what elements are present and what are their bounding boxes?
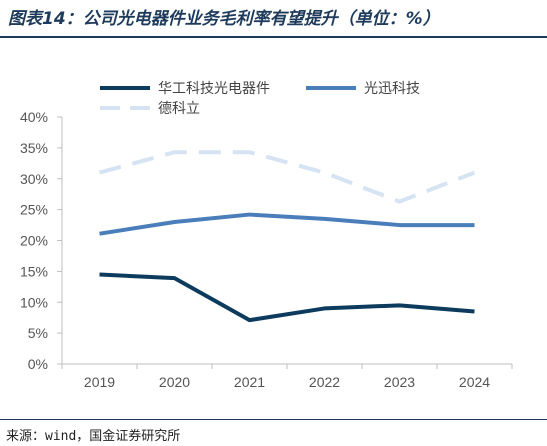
y-tick-label: 35% [20,140,48,156]
y-tick-label: 10% [20,294,48,310]
y-tick-label: 25% [20,202,48,218]
title-divider [0,36,547,38]
x-tick-label: 2024 [459,374,490,390]
y-tick-label: 5% [28,325,48,341]
chart-axes: 0% 5% 10% 15% 20% 25% 30% 35% 40% 2019 2020 2021 202… [20,109,513,390]
y-tick-label: 40% [20,109,48,125]
series-line-3 [98,150,476,204]
legend-label: 光迅科技 [364,81,420,97]
series-line-2 [99,212,475,236]
series-line-1 [99,272,475,323]
y-tick-label: 30% [20,171,48,187]
x-tick-label: 2019 [84,374,115,390]
x-tick-label: 2023 [384,374,415,390]
y-tick-label: 20% [20,233,48,249]
source-note: 来源：wind，国金证券研究所 [6,429,181,444]
y-tick-label: 15% [20,263,48,279]
x-tick-label: 2021 [234,374,265,390]
legend-label: 华工科技光电器件 [158,81,270,97]
chart-title: 图表14：公司光电器件业务毛利率有望提升（单位：%） [8,9,440,29]
y-tick-label: 0% [28,356,48,372]
legend-label: 德科立 [158,101,200,117]
x-tick-label: 2022 [309,374,340,390]
x-tick-label: 2020 [159,374,190,390]
footer-divider [0,419,547,420]
chart-series [98,150,476,323]
